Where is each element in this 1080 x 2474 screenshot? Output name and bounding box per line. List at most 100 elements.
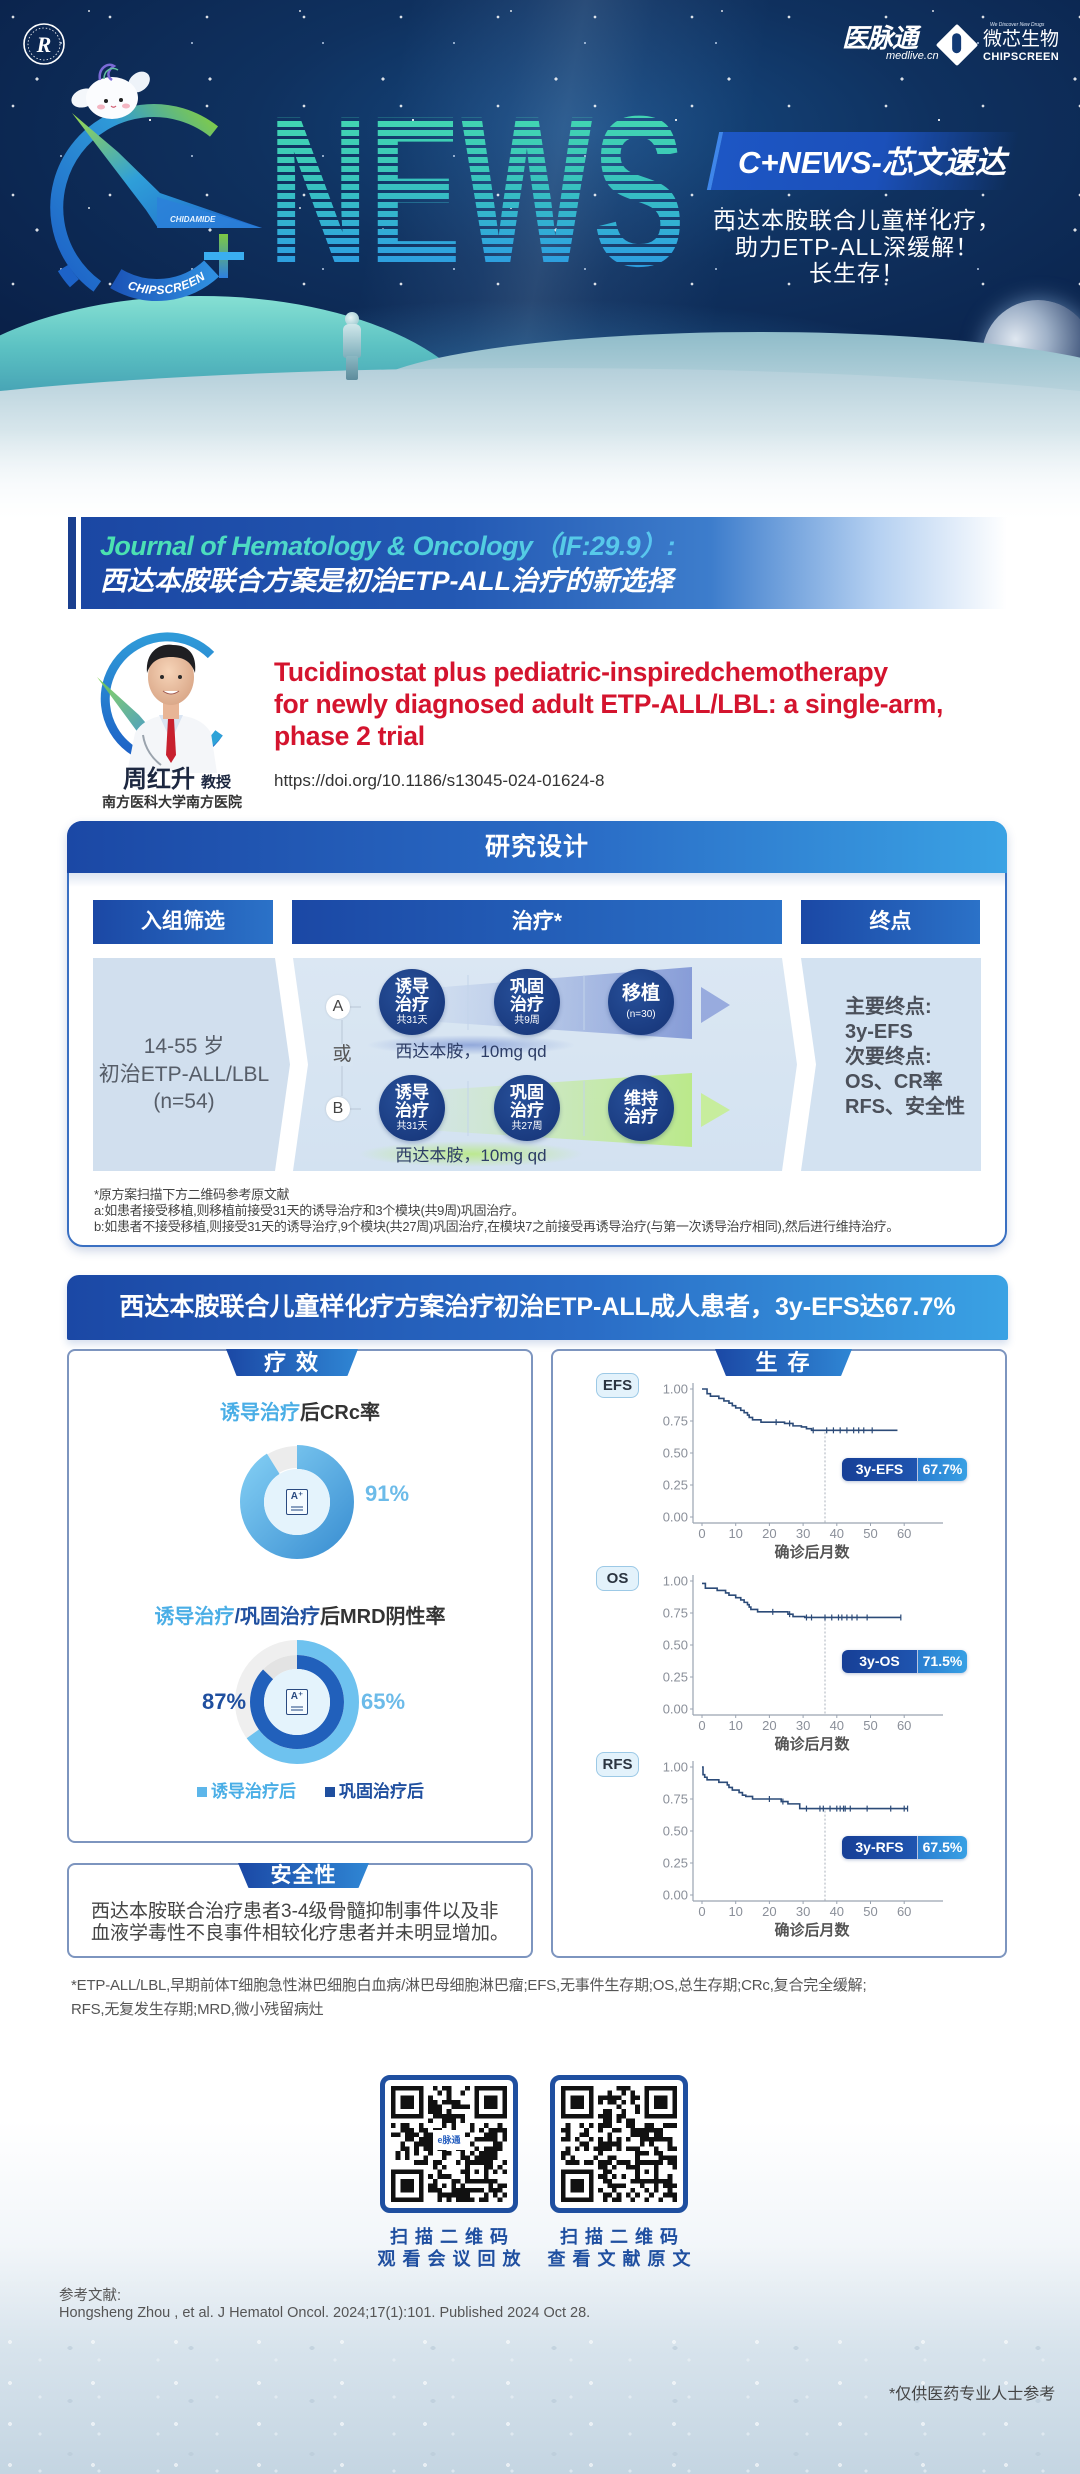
study-design-title: 研究设计 <box>67 821 1007 873</box>
step-count: (n=30) <box>626 1009 656 1020</box>
results-banner: 西达本胺联合儿童样化疗方案治疗初治ETP-ALL成人患者，3y-EFS达67.7… <box>67 1275 1008 1340</box>
abbreviation-notes: *ETP-ALL/LBL,早期前体T细胞急性淋巴细胞白血病/淋巴母细胞淋巴瘤;E… <box>71 1974 867 2022</box>
endpoint-line: 次要终点: <box>845 1046 932 1068</box>
references: 参考文献: Hongsheng Zhou , et al. J Hematol … <box>59 2288 590 2322</box>
x-tick-label: 30 <box>796 1718 810 1733</box>
efs-km-chart: 0.00 0.25 0.50 0.75 1.00 0 10 20 30 40 50 60 确诊后月数 <box>663 1382 943 1561</box>
astronaut-helmet <box>345 312 359 326</box>
endpoint-line: 主要终点: <box>845 996 932 1018</box>
doi-link[interactable]: https://doi.org/10.1186/s13045-024-01624… <box>274 771 605 790</box>
endpoints-list: 主要终点: 3y-EFS 次要终点: OS、CR率 RFS、安全性 <box>845 995 965 1120</box>
step-duration: 共31天 <box>396 1120 428 1132</box>
safety-tab: 安全性 <box>238 1863 369 1888</box>
mascot-icon <box>71 63 150 119</box>
x-tick-label: 0 <box>698 1526 705 1541</box>
os-km-chart: 0.00 0.25 0.50 0.75 1.00 0 10 20 30 40 50 60 确诊后月数 <box>663 1574 943 1753</box>
mrd-chart-title: 诱导治疗/巩固治疗后MRD阴性率 <box>67 1604 533 1630</box>
endpoint-line: RFS、安全性 <box>845 1096 965 1118</box>
grade-a-plus-icon: A⁺ <box>286 1689 308 1715</box>
rfs-3y-badge: 3y-RFS 67.5% <box>842 1836 967 1859</box>
y-tick-label: 0.75 <box>663 1606 688 1621</box>
badge-value: 67.7% <box>918 1458 967 1481</box>
header-shadow <box>69 873 1005 887</box>
x-axis-label: 确诊后月数 <box>774 1921 850 1939</box>
arm-a-transplant-step: 移植 (n=30) <box>608 969 674 1035</box>
step-title: 巩固 <box>510 1082 544 1102</box>
arm-a-consolidation-step: 巩固 治疗 共9周 <box>494 969 560 1035</box>
donut-arc-induction <box>235 1640 359 1764</box>
qr-caption-line: 扫描二维码 <box>560 2227 685 2247</box>
step-title: 治疗 <box>395 994 429 1014</box>
author-affiliation: 南方医科大学南方医院 <box>102 794 242 810</box>
arm-b-consolidation-step: 巩固 治疗 共27周 <box>494 1075 560 1141</box>
qr-caption-meeting-replay: 扫描二维码 观看会议回放 <box>360 2226 538 2270</box>
c-arc <box>50 104 219 292</box>
legend-label-induction: 诱导治疗后 <box>211 1782 296 1801</box>
y-tick-label: 1.00 <box>663 1574 688 1589</box>
arm-b-maintenance-step: 维持 治疗 <box>608 1075 674 1141</box>
y-tick-label: 0.00 <box>663 1702 688 1717</box>
screening-line: 14-55 岁 <box>143 1035 225 1058</box>
astronaut-legs <box>346 356 358 380</box>
x-tick-label: 40 <box>830 1904 844 1919</box>
hero-fade <box>0 430 1080 520</box>
journal-headline: 西达本胺联合方案是初治ETP-ALL治疗的新选择 <box>100 566 673 596</box>
column-header-endpoints: 终点 <box>801 900 980 944</box>
x-tick-label: 50 <box>863 1718 877 1733</box>
step-title: 维持 <box>624 1089 658 1108</box>
rfs-pill: RFS <box>596 1752 639 1777</box>
x-tick-label: 30 <box>796 1526 810 1541</box>
endpoints-box <box>801 958 981 1171</box>
donut-arc-crc <box>240 1445 354 1559</box>
x-tick-label: 40 <box>830 1718 844 1733</box>
efficacy-tab: 疗 效 <box>226 1349 358 1376</box>
step-title: 诱导 <box>395 1082 429 1102</box>
astronaut-suit <box>343 324 361 358</box>
survival-tab: 生 存 <box>715 1349 852 1376</box>
author-avatar <box>97 632 223 773</box>
safety-line: 西达本胺联合治疗患者3-4级骨髓抑制事件以及非 <box>91 1901 499 1922</box>
x-tick-label: 10 <box>728 1718 742 1733</box>
x-tick-label: 60 <box>897 1526 911 1541</box>
badge-value: 71.5% <box>918 1650 967 1673</box>
qr-code-pattern <box>561 2086 677 2202</box>
qr-caption-line: 查看文献原文 <box>547 2249 698 2269</box>
author-name: 周红升 <box>122 766 195 793</box>
step-title: 治疗 <box>510 994 544 1014</box>
qr-code-meeting-replay: e脉通 <box>380 2075 518 2213</box>
y-tick-label: 1.00 <box>663 1382 688 1397</box>
screening-line: (n=54) <box>153 1090 215 1113</box>
x-tick-label: 10 <box>728 1526 742 1541</box>
y-tick-label: 0.25 <box>663 1478 688 1493</box>
x-tick-label: 40 <box>830 1526 844 1541</box>
arm-b-label: B <box>326 1097 350 1121</box>
hero-banner: R CHIPSCREEN CHIDAMIDE NEWS <box>0 0 1080 520</box>
hero-subtitle-line: 长生存！ <box>809 260 905 286</box>
crc-chart-title: 诱导治疗后CRc率 <box>67 1400 533 1426</box>
step-duration: 共9周 <box>514 1014 540 1026</box>
mrd-title-consolidation: /巩固治疗 <box>234 1606 320 1628</box>
reference-entry: Hongsheng Zhou , et al. J Hematol Oncol.… <box>59 2305 591 2321</box>
svg-text:CHIDAMIDE: CHIDAMIDE <box>170 215 216 224</box>
legend-swatch-consolidation <box>325 1787 335 1797</box>
abbreviation-line: *ETP-ALL/LBL,早期前体T细胞急性淋巴细胞白血病/淋巴母细胞淋巴瘤;E… <box>71 1977 867 1994</box>
study-design-footnotes: *原方案扫描下方二维码参考原文献 a:如患者接受移植,则移植前接受31天的诱导治… <box>94 1187 999 1235</box>
or-label: 或 <box>331 1044 353 1066</box>
article-title-line: Tucidinostat plus pediatric-inspiredchem… <box>274 657 888 687</box>
efs-3y-badge: 3y-EFS 67.7% <box>842 1458 967 1481</box>
x-tick-label: 20 <box>762 1904 776 1919</box>
y-tick-label: 0.75 <box>663 1414 688 1429</box>
arm-b-drug-dose: 西达本胺，10mg qd <box>395 1146 547 1165</box>
safety-text: 西达本胺联合治疗患者3-4级骨髓抑制事件以及非 血液学毒性不良事件相较化疗患者并… <box>91 1901 509 1945</box>
step-title: 诱导 <box>395 976 429 996</box>
professional-use-disclaimer: *仅供医药专业人士参考 <box>889 2386 1056 2403</box>
references-label: 参考文献: <box>59 2288 122 2304</box>
chipscreen-name-cn: 微芯生物 <box>983 29 1060 50</box>
abbreviation-line: RFS,无复发生存期;MRD,微小残留病灶 <box>71 2001 324 2018</box>
x-tick-label: 50 <box>863 1526 877 1541</box>
emblem-icon: R <box>23 23 65 65</box>
x-tick-label: 50 <box>863 1904 877 1919</box>
step-title: 治疗 <box>510 1100 544 1120</box>
footnote-line: a:如患者接受移植,则移植前接受31天的诱导治疗和3个模块(共9周)巩固治疗。 <box>94 1203 525 1218</box>
